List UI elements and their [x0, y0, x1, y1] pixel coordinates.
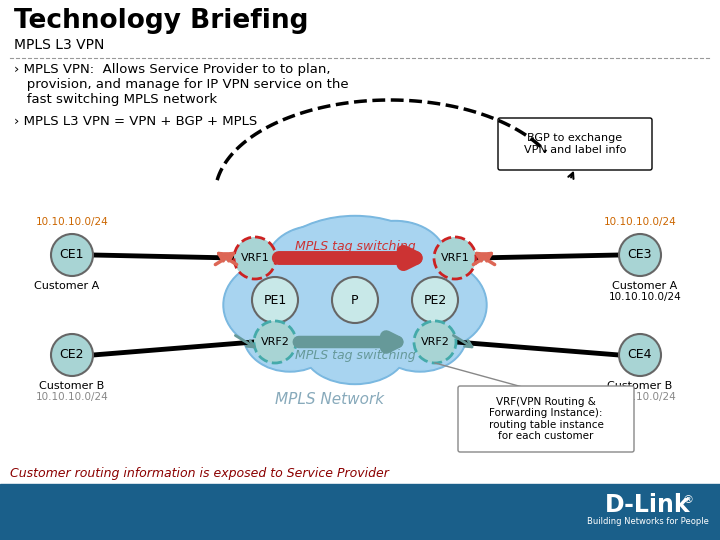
Text: MPLS L3 VPN: MPLS L3 VPN — [14, 38, 104, 52]
Circle shape — [254, 321, 296, 363]
Text: 10.10.10.0/24: 10.10.10.0/24 — [603, 392, 676, 402]
Text: MPLS Network: MPLS Network — [276, 392, 384, 407]
Ellipse shape — [225, 262, 325, 348]
Text: MPLS tag switching: MPLS tag switching — [294, 349, 415, 362]
Text: MPLS tag switching: MPLS tag switching — [294, 240, 415, 253]
Ellipse shape — [253, 215, 457, 375]
Ellipse shape — [345, 222, 445, 298]
Text: PE1: PE1 — [264, 294, 287, 307]
Text: D-Link: D-Link — [606, 493, 690, 517]
Text: VRF2: VRF2 — [261, 337, 289, 347]
Ellipse shape — [308, 218, 402, 282]
Text: Customer B: Customer B — [608, 381, 672, 391]
Text: VRF2: VRF2 — [420, 337, 449, 347]
Text: PE2: PE2 — [423, 294, 446, 307]
Ellipse shape — [266, 226, 364, 305]
Ellipse shape — [245, 300, 335, 370]
Text: CE4: CE4 — [628, 348, 652, 361]
Text: CE1: CE1 — [60, 248, 84, 261]
Circle shape — [619, 234, 661, 276]
Ellipse shape — [375, 300, 465, 370]
Ellipse shape — [268, 227, 362, 302]
Text: 10.10.10.0/24: 10.10.10.0/24 — [35, 392, 109, 402]
Circle shape — [414, 321, 456, 363]
Text: 10.10.10.0/24: 10.10.10.0/24 — [608, 292, 681, 302]
Text: BGP to exchange
VPN and label info: BGP to exchange VPN and label info — [524, 133, 626, 155]
Text: provision, and manage for IP VPN service on the: provision, and manage for IP VPN service… — [14, 78, 348, 91]
Text: Building Networks for People: Building Networks for People — [587, 517, 709, 526]
Ellipse shape — [343, 220, 447, 300]
Text: Technology Briefing: Technology Briefing — [14, 8, 308, 34]
Circle shape — [51, 234, 93, 276]
Ellipse shape — [255, 218, 455, 373]
Text: CE2: CE2 — [60, 348, 84, 361]
Ellipse shape — [310, 220, 400, 280]
Text: fast switching MPLS network: fast switching MPLS network — [14, 93, 217, 106]
Circle shape — [51, 334, 93, 376]
Text: Customer B: Customer B — [40, 381, 104, 391]
Circle shape — [234, 237, 276, 279]
Text: CE3: CE3 — [628, 248, 652, 261]
Ellipse shape — [223, 260, 327, 349]
Text: Customer A: Customer A — [613, 281, 678, 291]
Bar — [0, 484, 720, 540]
FancyBboxPatch shape — [498, 118, 652, 170]
Text: VRF(VPN Routing &
Forwarding Instance):
routing table instance
for each customer: VRF(VPN Routing & Forwarding Instance): … — [489, 396, 603, 441]
Ellipse shape — [243, 298, 337, 372]
Text: › MPLS L3 VPN = VPN + BGP + MPLS: › MPLS L3 VPN = VPN + BGP + MPLS — [14, 115, 257, 128]
Ellipse shape — [305, 318, 405, 382]
Ellipse shape — [303, 315, 407, 384]
Text: P: P — [351, 294, 359, 307]
Ellipse shape — [373, 298, 467, 372]
Text: › MPLS VPN:  Allows Service Provider to to plan,: › MPLS VPN: Allows Service Provider to t… — [14, 63, 330, 76]
Circle shape — [332, 277, 378, 323]
Circle shape — [434, 237, 476, 279]
Ellipse shape — [385, 262, 485, 348]
Ellipse shape — [383, 260, 487, 349]
Text: Customer routing information is exposed to Service Provider: Customer routing information is exposed … — [10, 467, 389, 480]
Text: VRF1: VRF1 — [240, 253, 269, 263]
Text: 10.10.10.0/24: 10.10.10.0/24 — [603, 217, 676, 227]
Text: 10.10.10.0/24: 10.10.10.0/24 — [35, 217, 109, 227]
Circle shape — [619, 334, 661, 376]
Circle shape — [252, 277, 298, 323]
Text: Customer A: Customer A — [35, 281, 99, 291]
Text: VRF1: VRF1 — [441, 253, 469, 263]
Circle shape — [412, 277, 458, 323]
Text: ®: ® — [683, 495, 694, 505]
FancyBboxPatch shape — [458, 386, 634, 452]
